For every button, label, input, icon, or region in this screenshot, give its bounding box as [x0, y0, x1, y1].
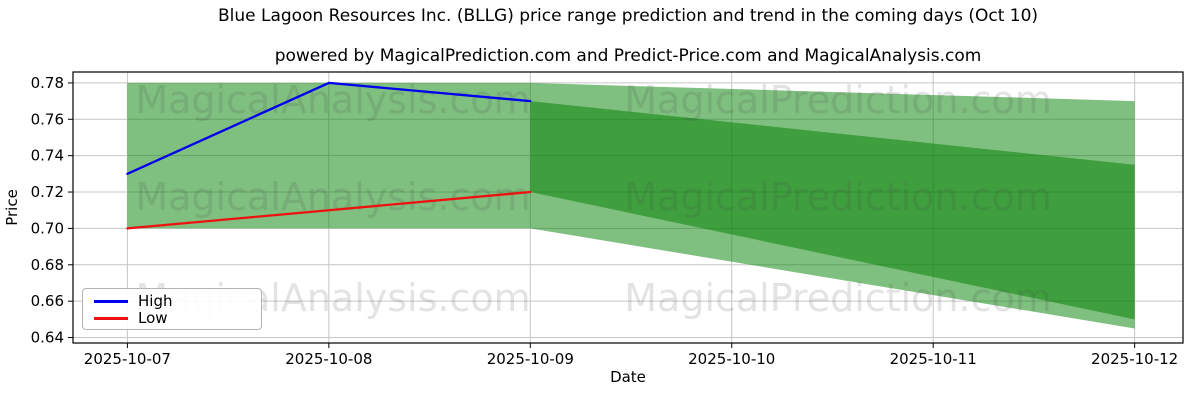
x-axis-label: Date [610, 368, 646, 386]
y-tick-label: 0.72 [31, 183, 64, 201]
legend-label-low: Low [138, 309, 168, 327]
low-line [126, 190, 532, 230]
y-tick-label: 0.76 [31, 110, 64, 128]
x-tick-label: 2025-10-08 [285, 350, 372, 368]
legend-item-high: High [94, 293, 261, 310]
x-tick-label: 2025-10-12 [1091, 350, 1178, 368]
legend-label-high: High [138, 292, 173, 310]
x-tick-label: 2025-10-11 [890, 350, 977, 368]
legend-item-low: Low [94, 310, 261, 327]
y-tick-label: 0.78 [31, 74, 64, 92]
watermark-text: MagicalPrediction.com [624, 175, 1052, 219]
low-line-swatch [94, 317, 128, 320]
chart-title: Blue Lagoon Resources Inc. (BLLG) price … [217, 6, 1039, 26]
watermark-text: MagicalAnalysis.com [135, 78, 530, 122]
y-tick-label: 0.74 [31, 147, 64, 165]
axes-frame [72, 71, 1184, 344]
legend: High Low [82, 288, 262, 330]
forecast-inner-band [530, 101, 1135, 320]
y-tick-label: 0.66 [31, 292, 64, 310]
high-line [126, 81, 532, 176]
y-tick-label: 0.68 [31, 256, 64, 274]
high-line-swatch [94, 300, 128, 303]
watermark-text: MagicalPrediction.com [624, 276, 1052, 320]
x-tick-label: 2025-10-10 [688, 350, 775, 368]
chart-subtitle: powered by MagicalPrediction.com and Pre… [274, 46, 982, 66]
x-tick-label: 2025-10-07 [84, 350, 171, 368]
x-tick-label: 2025-10-09 [487, 350, 574, 368]
y-tick-label: 0.64 [31, 329, 64, 347]
watermark-text: MagicalPrediction.com [624, 78, 1052, 122]
y-axis-label: Price [3, 189, 21, 226]
y-tick-label: 0.70 [31, 219, 64, 237]
